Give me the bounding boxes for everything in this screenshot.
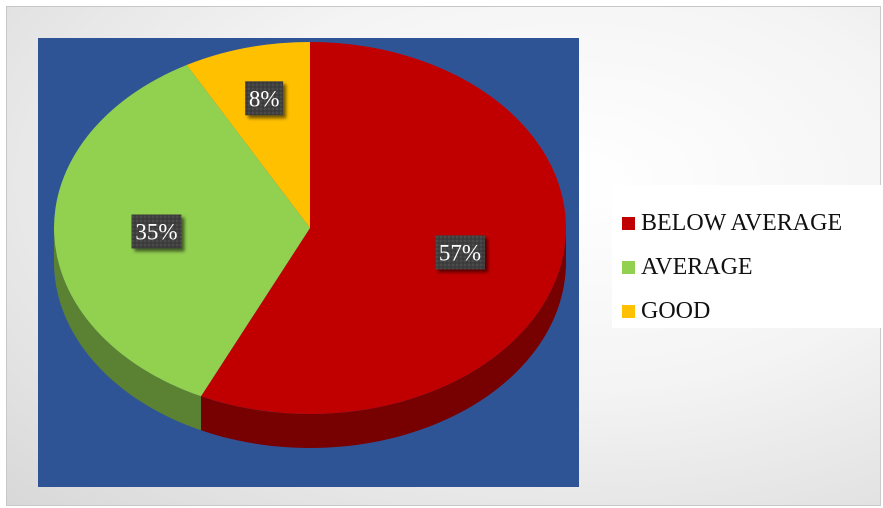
- pie-slice-1: [201, 42, 567, 414]
- legend-item-below-average: BELOW AVERAGE: [622, 201, 882, 245]
- data-label-text-2: 35%: [135, 220, 177, 245]
- data-label-box-1: [434, 235, 485, 270]
- pie-side-2: [54, 228, 202, 431]
- legend-label-average: AVERAGE: [641, 253, 753, 280]
- legend-label-below-average: BELOW AVERAGE: [641, 209, 843, 236]
- legend-label-good: GOOD: [641, 297, 711, 324]
- data-label-text-1: 57%: [439, 240, 481, 265]
- legend: BELOW AVERAGE AVERAGE GOOD: [612, 185, 882, 328]
- legend-swatch-below-average: [622, 216, 635, 230]
- data-label-box-2: [131, 214, 182, 249]
- pie-side-1: [201, 228, 567, 448]
- legend-item-average: AVERAGE: [622, 245, 882, 289]
- data-label-2: 35%: [131, 214, 182, 249]
- pie-slice-2: [54, 65, 311, 397]
- legend-item-good: GOOD: [622, 289, 882, 333]
- legend-swatch-good: [622, 304, 635, 318]
- legend-swatch-average: [622, 260, 635, 274]
- data-label-3: 8%: [245, 81, 284, 116]
- data-label-1: 57%: [434, 235, 485, 270]
- data-label-text-3: 8%: [249, 86, 280, 111]
- data-label-box-3: [245, 81, 284, 116]
